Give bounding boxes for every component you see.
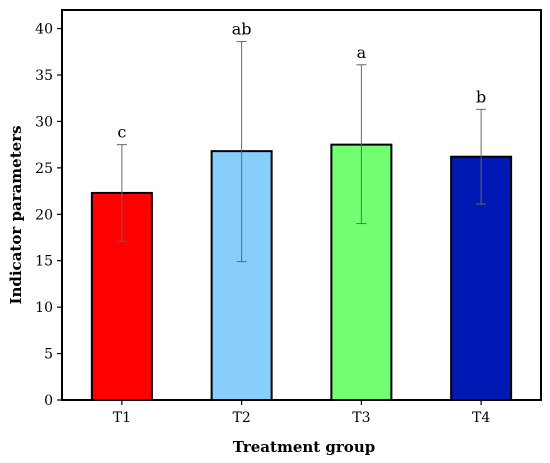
x-axis-title: Treatment group (233, 438, 375, 456)
significance-label-t1: c (117, 123, 126, 142)
significance-label-t2: ab (232, 20, 252, 39)
y-tick-label: 10 (35, 300, 53, 316)
x-tick-label-t1: T1 (113, 410, 131, 426)
significance-label-t4: b (476, 87, 486, 106)
plot-frame (61, 9, 542, 401)
y-tick-label: 25 (35, 161, 53, 177)
y-tick-label: 30 (35, 114, 53, 130)
y-tick-label: 15 (35, 254, 53, 270)
y-tick-label: 20 (35, 207, 53, 223)
y-tick-label: 35 (35, 68, 53, 84)
y-tick-label: 0 (44, 393, 53, 409)
x-tick-label-t3: T3 (352, 410, 370, 426)
significance-label-t3: a (357, 43, 367, 62)
y-axis-title: Indicator parameters (7, 125, 25, 304)
x-tick-label-t4: T4 (472, 410, 490, 426)
x-tick-label-t2: T2 (233, 410, 251, 426)
y-tick-label: 5 (44, 347, 53, 363)
y-tick-label: 40 (35, 22, 53, 38)
